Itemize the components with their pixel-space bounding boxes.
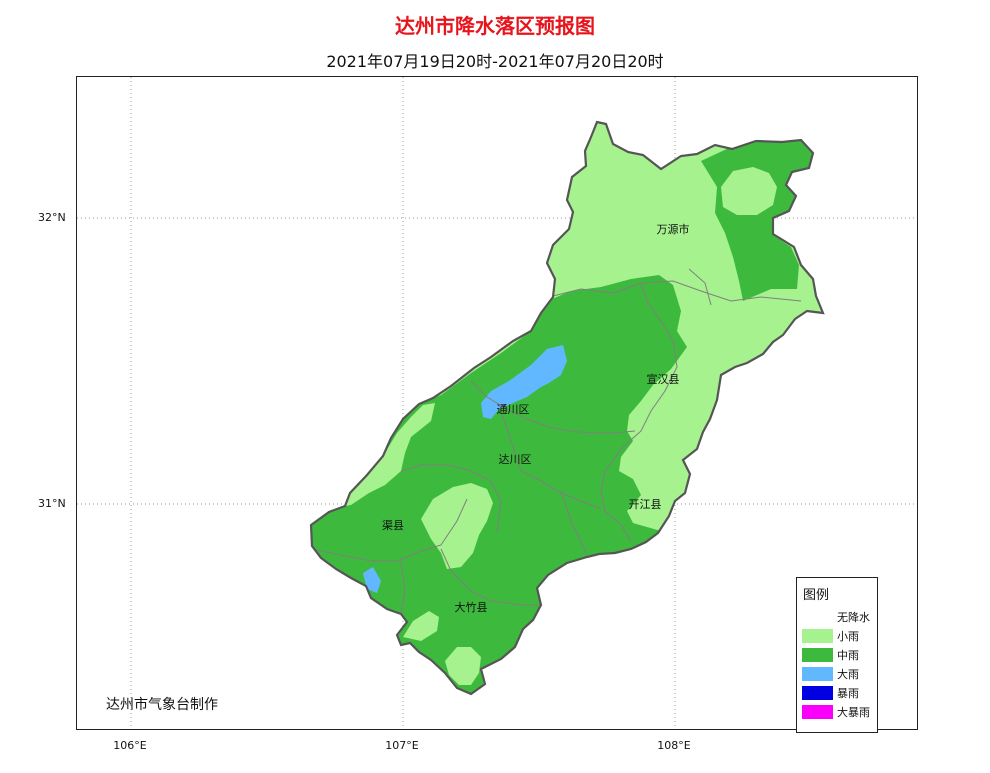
light-rain-pocket-central [421,483,493,569]
label-dazhu: 大竹县 [455,600,488,614]
label-wanyuan: 万源市 [657,222,690,236]
legend-swatch-light [802,629,833,643]
legend-item-heavy-rainstorm: 大暴雨 [797,702,877,721]
precipitation-zones [311,122,823,694]
light-rain-pocket-south [445,647,481,685]
legend-item-heavy: 大雨 [797,664,877,683]
county-boundaries [311,268,802,614]
label-xuanhan: 宣汉县 [647,372,680,386]
label-kaijiang: 开江县 [629,498,662,511]
map-frame: 万源市 宣汉县 通川区 达川区 开江县 渠县 大竹县 [76,76,918,730]
legend-swatch-rainstorm [802,686,833,700]
lon-tick-108: 108°E [657,739,691,752]
heavy-rain-zone-qu-west [363,567,381,593]
legend-swatch-heavy [802,667,833,681]
map-subtitle: 2021年07月19日20时-2021年07月20日20时 [326,52,664,71]
precipitation-map: 万源市 宣汉县 通川区 达川区 开江县 渠县 大竹县 [77,77,917,729]
credit-text: 达州市气象台制作 [106,697,218,713]
legend-label-light: 小雨 [837,630,859,643]
lat-tick-31: 31°N [38,497,66,510]
legend-swatch-moderate [802,648,833,662]
lat-tick-32: 32°N [38,211,66,224]
label-quxian: 渠县 [382,519,404,532]
legend-title: 图例 [803,588,830,603]
lon-tick-107: 107°E [385,739,419,752]
legend-item-none: 无降水 [797,607,877,626]
light-rain-pocket-southwest [403,611,439,641]
legend-swatch-none [802,610,833,624]
label-dachuan: 达川区 [499,453,532,466]
legend-item-rainstorm: 暴雨 [797,683,877,702]
legend-label-heavy-rainstorm: 大暴雨 [837,706,870,719]
legend-label-moderate: 中雨 [837,649,859,662]
heavy-rain-zone-tongchuan [481,345,567,419]
lon-tick-106: 106°E [113,739,147,752]
legend-label-none: 无降水 [837,611,870,624]
legend-item-moderate: 中雨 [797,645,877,664]
light-rain-pocket-west [345,403,435,506]
legend-swatch-heavy-rainstorm [802,705,833,719]
legend-item-light: 小雨 [797,626,877,645]
legend-box: 图例 无降水 小雨 中雨 大雨 暴雨 大暴雨 [796,577,878,733]
map-title: 达州市降水落区预报图 [395,14,595,38]
label-tongchuan: 通川区 [497,403,530,416]
legend-label-rainstorm: 暴雨 [837,687,859,700]
city-labels: 万源市 宣汉县 通川区 达川区 开江县 渠县 大竹县 [382,222,690,614]
light-rain-pocket-northeast [721,167,777,215]
legend-label-heavy: 大雨 [837,668,859,681]
